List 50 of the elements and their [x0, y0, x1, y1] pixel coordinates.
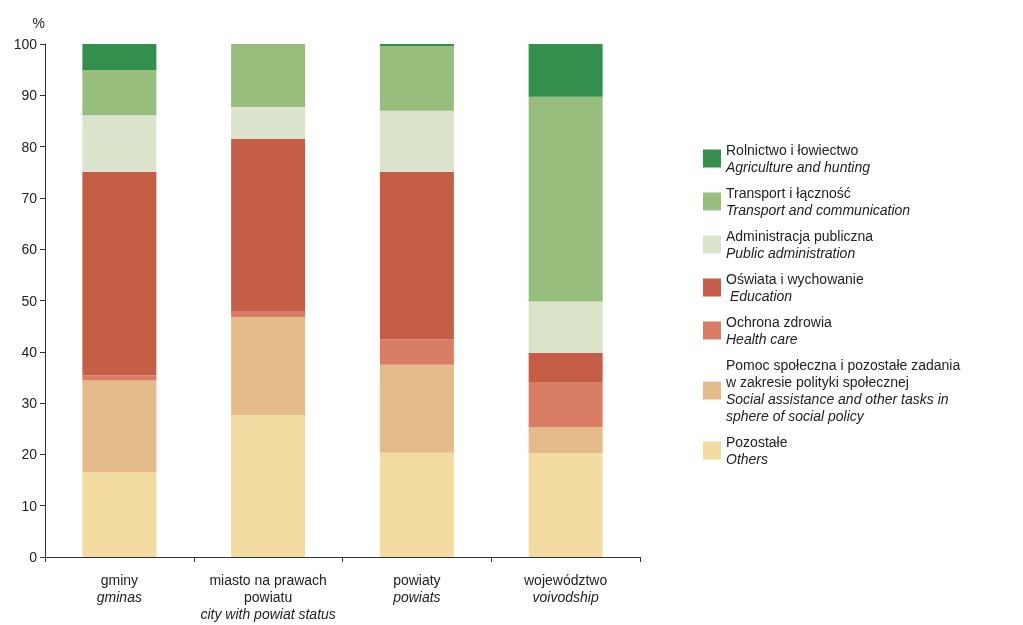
y-tick-label: 80 — [21, 138, 38, 155]
y-tick-label: 100 — [13, 36, 38, 52]
bar — [379, 46, 454, 111]
y-tick-label: 40 — [21, 343, 38, 360]
bar — [379, 364, 454, 453]
bar — [528, 382, 603, 428]
bar — [231, 107, 306, 139]
y-tick-label: 0 — [29, 549, 38, 565]
legend-label: Rolnictwo i łowiectwo Agriculture and hunting — [725, 142, 871, 175]
y-tick-label: 30 — [21, 395, 38, 412]
x-tick-label: województwo voivodship — [522, 571, 608, 605]
legend-label: Ochrona zdrowia Health care — [726, 314, 833, 347]
bar — [231, 414, 306, 557]
y-tick-label: 10 — [21, 497, 38, 514]
bar — [231, 44, 306, 108]
bar — [528, 427, 603, 454]
y-tick-label: 20 — [21, 446, 38, 463]
bar — [528, 352, 603, 383]
x-tick-label: miasto na prawach powiatu city with powiat status — [200, 571, 336, 622]
bar — [379, 110, 454, 172]
bar — [528, 96, 603, 302]
y-axis-title: % — [32, 15, 45, 31]
bar — [82, 70, 157, 116]
bar — [379, 171, 454, 340]
bar — [82, 380, 157, 473]
legend-label: Pozostałe Others — [726, 434, 788, 467]
bar — [379, 452, 454, 557]
bar — [82, 375, 157, 381]
y-tick-label: 70 — [21, 189, 38, 206]
bar — [82, 44, 157, 71]
bar — [379, 44, 454, 47]
bar — [231, 316, 306, 415]
bar — [82, 472, 157, 557]
bar — [82, 115, 157, 172]
bar — [231, 311, 306, 317]
x-tick-label: powiaty powiats — [392, 571, 441, 605]
y-tick-label: 60 — [21, 241, 38, 258]
y-tick-label: 50 — [21, 292, 38, 309]
bar — [528, 453, 603, 557]
legend-label: Transport i łączność Transport and communication — [726, 185, 911, 218]
legend-label: Oświata i wychowanie Education — [726, 271, 864, 304]
bar — [231, 138, 306, 312]
x-tick-label: gminy gminas — [96, 571, 142, 605]
bar — [82, 171, 157, 376]
legend-label: Pomoc społeczna i pozostałe zadania w zakresie polityki społecznej Social assistance and other tasks in sphere of social policy — [725, 357, 961, 424]
bar — [379, 339, 454, 365]
bar — [528, 44, 603, 97]
bar — [528, 301, 603, 353]
y-tick-label: 90 — [21, 87, 38, 104]
legend-label: Administracja publiczna Public administration — [726, 228, 874, 261]
